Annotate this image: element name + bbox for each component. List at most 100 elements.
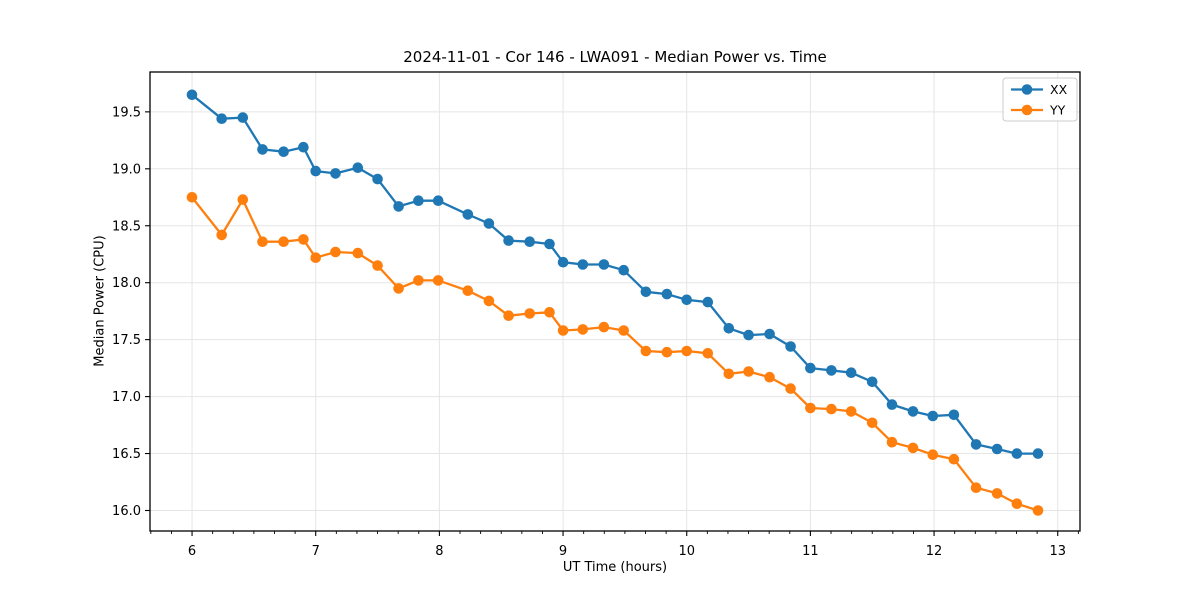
data-point-XX	[927, 410, 939, 422]
data-point-XX	[640, 286, 652, 298]
data-point-XX	[462, 209, 474, 220]
data-point-YY	[948, 453, 960, 465]
data-point-XX	[524, 236, 535, 247]
x-axis-label: UT Time (hours)	[562, 560, 668, 575]
data-point-XX	[598, 259, 610, 270]
series-line-YY	[191, 196, 1039, 512]
data-point-YY	[372, 260, 383, 271]
data-point-XX	[413, 195, 424, 206]
data-point-YY	[298, 234, 309, 245]
data-point-YY	[1011, 498, 1023, 510]
data-point-XX	[310, 165, 322, 177]
y-tick-label: 19.0	[112, 162, 141, 177]
data-point-YY	[330, 246, 341, 258]
chart-title: 2024-11-01 - Cor 146 - LWA091 - Median P…	[403, 48, 827, 66]
y-tick-label: 16.5	[112, 447, 141, 462]
x-tick-label: 11	[802, 544, 819, 559]
legend-label: XX	[1050, 82, 1068, 97]
data-point-XX	[681, 294, 692, 306]
data-point-YY	[785, 383, 796, 394]
data-point-YY	[1032, 505, 1044, 516]
data-point-YY	[413, 275, 424, 286]
data-point-YY	[927, 449, 939, 461]
x-tick-label: 9	[559, 544, 567, 559]
data-point-YY	[661, 346, 673, 358]
data-point-YY	[723, 368, 735, 380]
data-point-XX	[278, 146, 289, 157]
data-point-YY	[557, 325, 569, 336]
data-point-XX	[845, 367, 857, 379]
data-point-XX	[702, 296, 714, 308]
legend-label: YY	[1049, 103, 1066, 118]
data-point-XX	[785, 341, 796, 352]
data-point-XX	[764, 328, 775, 340]
data-point-YY	[310, 252, 322, 263]
y-tick-label: 18.0	[112, 276, 141, 291]
data-point-XX	[352, 162, 364, 173]
data-point-XX	[483, 218, 495, 229]
data-point-YY	[503, 310, 514, 322]
data-point-XX	[1032, 448, 1044, 459]
data-point-YY	[702, 348, 714, 359]
x-tick-label: 6	[188, 544, 196, 559]
data-point-YY	[524, 308, 535, 319]
data-point-YY	[598, 321, 610, 333]
data-point-YY	[278, 236, 289, 247]
x-tick-label: 7	[312, 544, 320, 559]
data-point-XX	[298, 141, 309, 153]
data-point-XX	[970, 439, 982, 450]
x-tick-label: 13	[1049, 544, 1066, 559]
x-tick-label: 12	[926, 544, 943, 559]
data-point-YY	[216, 229, 227, 241]
plot-border	[149, 71, 1081, 532]
data-point-YY	[970, 482, 982, 494]
series-line-XX	[191, 93, 1038, 455]
data-point-YY	[432, 275, 444, 286]
data-point-XX	[432, 195, 444, 206]
y-tick-label: 18.5	[112, 219, 141, 234]
data-point-XX	[216, 113, 227, 124]
data-point-YY	[764, 371, 775, 383]
data-point-XX	[866, 376, 878, 388]
data-point-YY	[462, 285, 474, 297]
data-point-YY	[352, 247, 364, 259]
data-point-XX	[948, 409, 960, 421]
data-point-YY	[544, 307, 555, 318]
legend-marker	[1021, 104, 1033, 116]
data-point-YY	[907, 442, 919, 454]
data-point-XX	[257, 144, 268, 155]
data-point-YY	[845, 406, 857, 417]
data-point-XX	[237, 112, 249, 123]
data-point-XX	[886, 399, 898, 410]
data-point-XX	[503, 235, 514, 246]
y-tick-label: 17.5	[112, 333, 141, 348]
data-point-XX	[743, 329, 754, 341]
y-tick-label: 17.0	[112, 390, 141, 405]
data-point-XX	[723, 323, 735, 334]
data-point-XX	[372, 173, 383, 185]
data-point-YY	[257, 236, 268, 247]
data-point-YY	[886, 436, 898, 448]
data-point-YY	[991, 488, 1003, 499]
data-point-YY	[681, 345, 692, 357]
data-point-XX	[186, 89, 198, 101]
x-tick-label: 8	[435, 544, 443, 559]
data-point-XX	[618, 264, 629, 276]
data-point-YY	[483, 295, 495, 307]
data-point-YY	[743, 366, 754, 377]
data-point-YY	[237, 194, 249, 205]
data-point-XX	[393, 201, 404, 212]
data-point-YY	[618, 325, 629, 336]
data-point-XX	[557, 256, 569, 268]
x-tick-label: 10	[678, 544, 695, 559]
data-point-XX	[805, 362, 816, 374]
data-point-YY	[577, 324, 589, 335]
data-point-YY	[805, 402, 816, 414]
data-point-XX	[577, 259, 589, 270]
data-point-YY	[393, 283, 404, 294]
data-point-YY	[640, 345, 652, 357]
data-point-YY	[826, 403, 837, 415]
data-point-YY	[186, 192, 198, 203]
